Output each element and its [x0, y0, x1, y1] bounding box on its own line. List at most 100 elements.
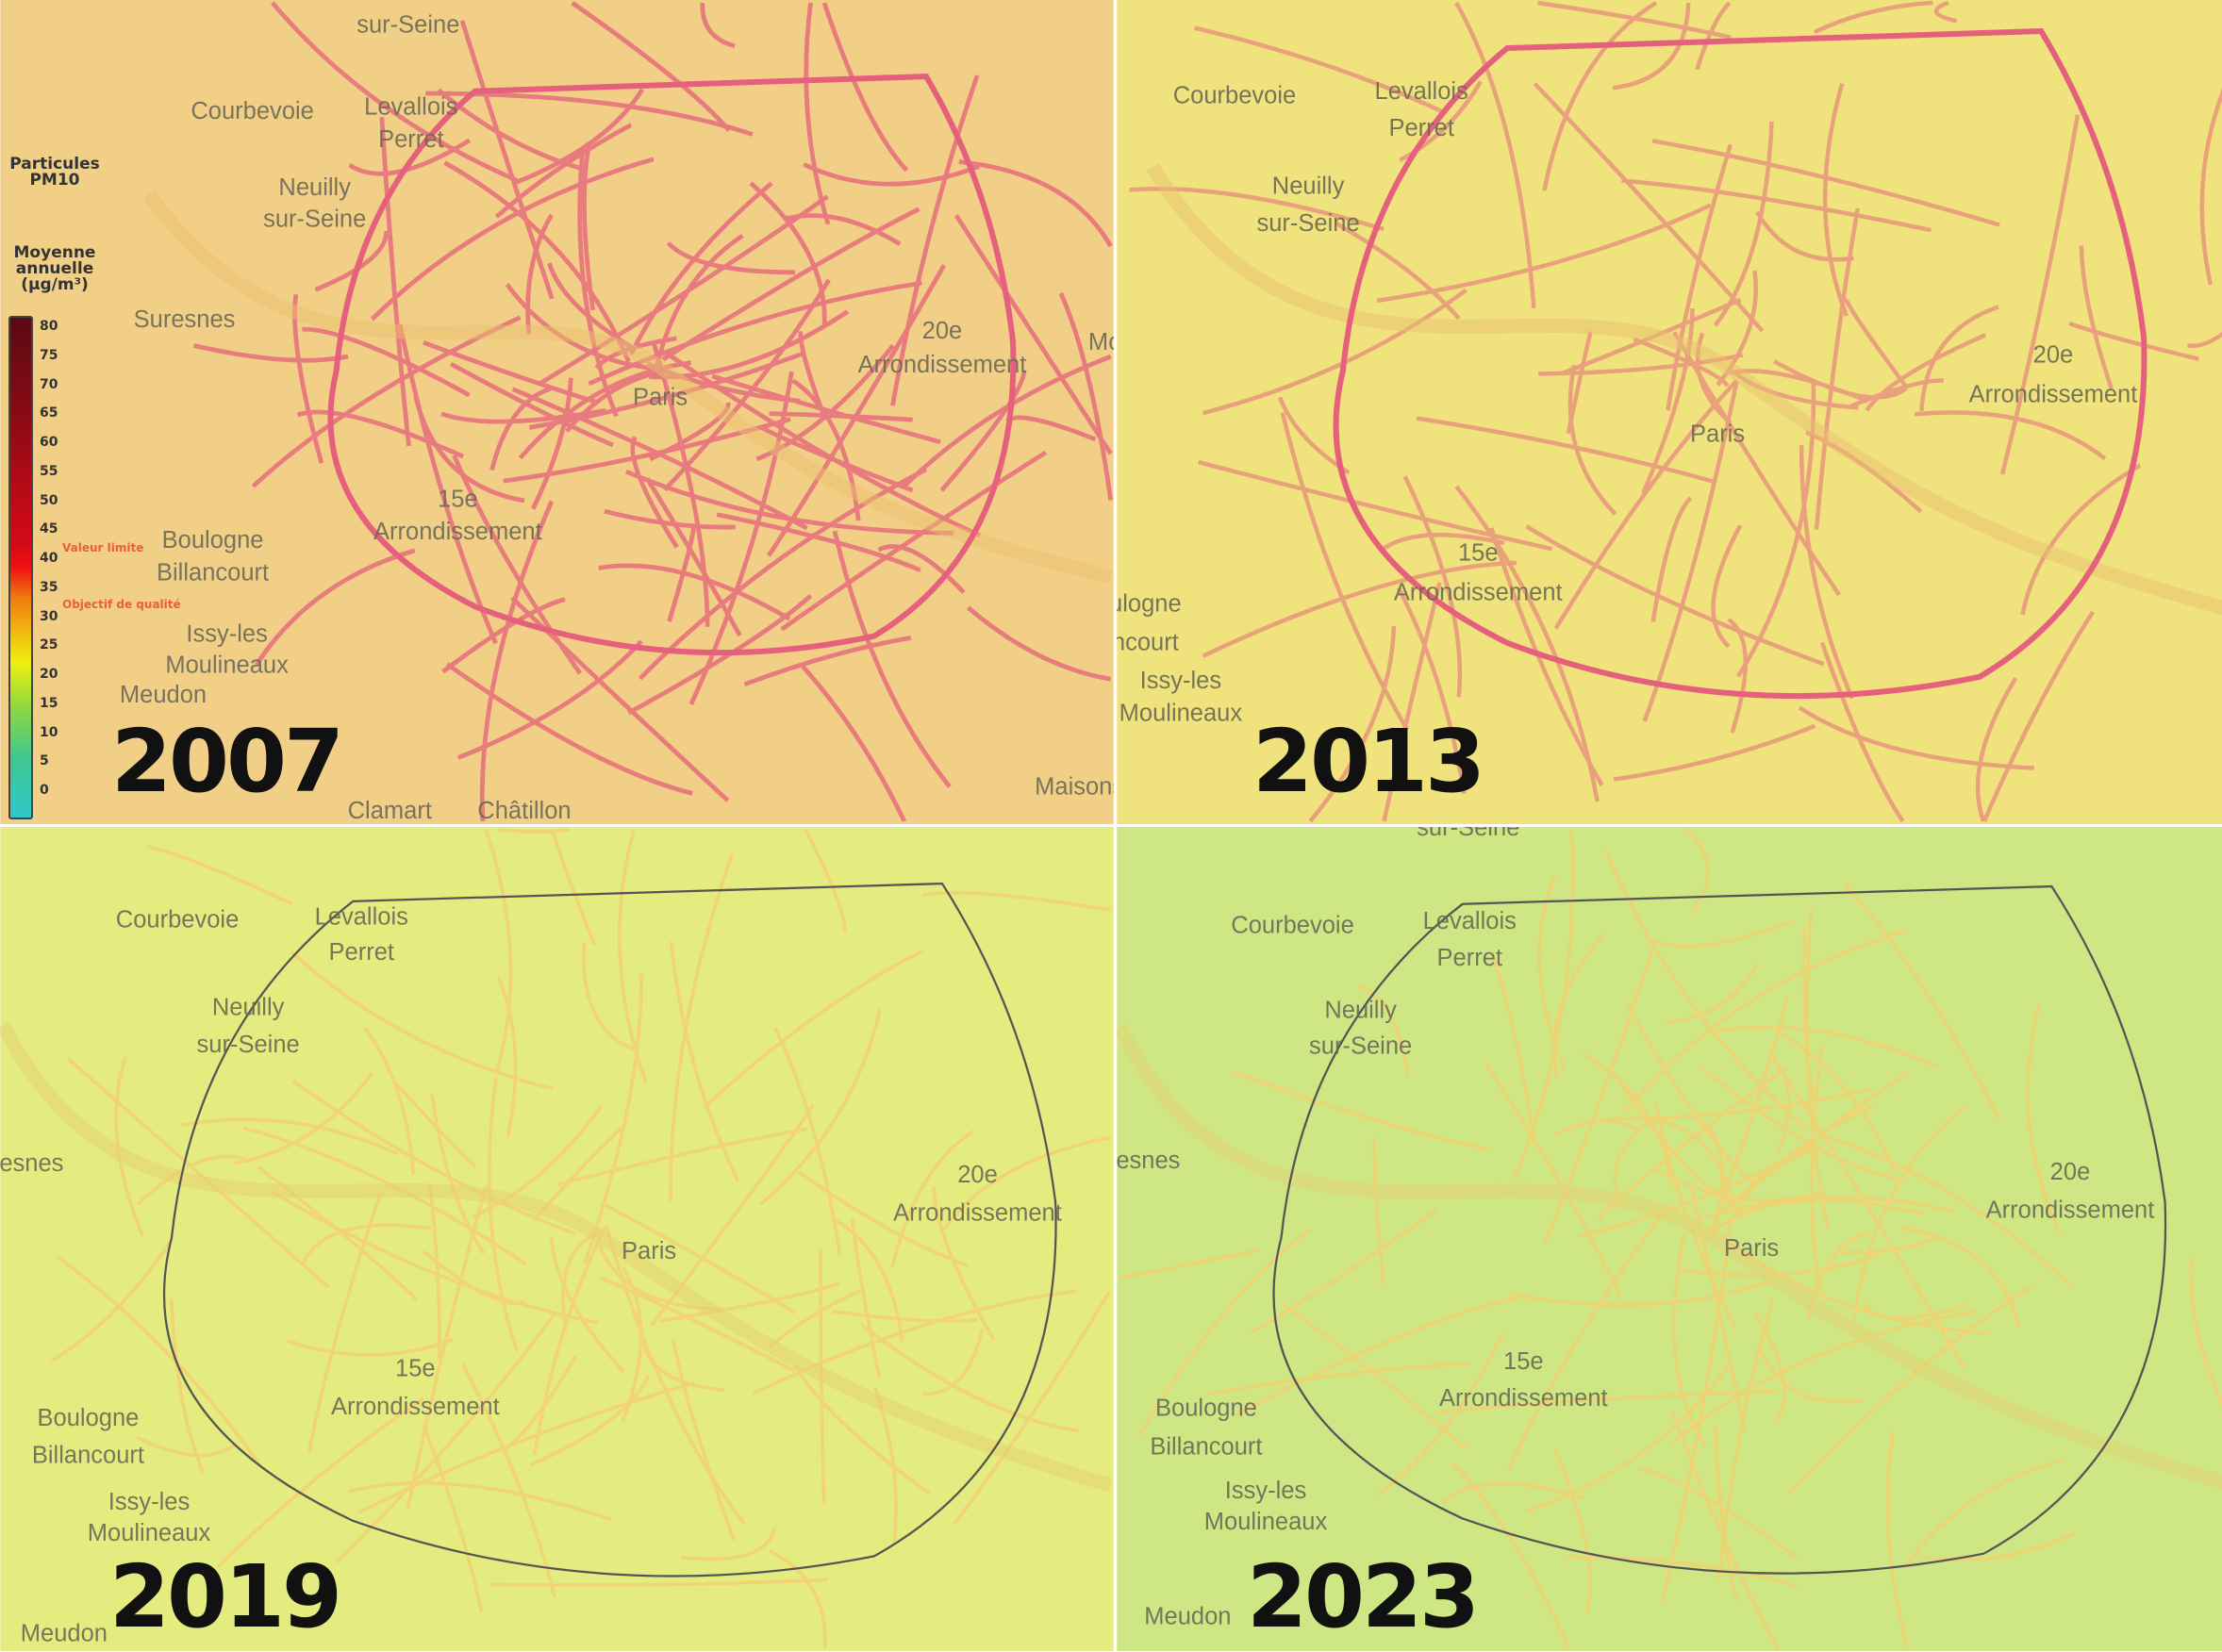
- road: [1633, 337, 1730, 388]
- road: [890, 74, 980, 406]
- road: [242, 1126, 528, 1266]
- pm10-map-2013: Courbevoie Levallois Perret Neuilly sur-Sein…: [1117, 0, 2222, 824]
- road: [792, 1363, 931, 1495]
- legend-tick: 60: [40, 435, 58, 450]
- road: [1975, 677, 2018, 822]
- place-label: Arrondissement: [373, 519, 542, 545]
- road: [1202, 560, 1517, 658]
- road: [286, 1337, 455, 1357]
- place-label: Meudon: [21, 1620, 108, 1646]
- place-label: 20e: [2033, 341, 2074, 368]
- place-label: Neuilly: [278, 174, 351, 201]
- road: [1755, 210, 1855, 262]
- place-label: sur-Seine: [1256, 210, 1359, 237]
- road-network: [51, 828, 1112, 1649]
- place-label: Arrondissement: [1969, 381, 2138, 407]
- road: [296, 409, 465, 459]
- legend-tick: 35: [40, 579, 58, 595]
- place-label: Paris: [1690, 421, 1745, 448]
- road: [1280, 412, 1410, 731]
- legend-color-scale: [8, 316, 33, 819]
- road: [1813, 0, 1933, 35]
- legend-limit-label: Valeur limite: [62, 541, 144, 554]
- road: [291, 1079, 577, 1236]
- road: [484, 829, 513, 1072]
- place-label: Boulogne: [38, 1405, 140, 1431]
- road: [1708, 1025, 1939, 1069]
- road: [688, 371, 794, 706]
- road: [370, 157, 655, 322]
- place-label: 20e: [922, 318, 963, 344]
- road: [801, 665, 907, 823]
- road: [1561, 297, 1742, 376]
- place-label: Levallois: [364, 94, 457, 121]
- place-label: Billancourt: [1150, 1433, 1262, 1460]
- road: [831, 1216, 904, 1342]
- road: [1670, 1411, 1780, 1649]
- road: [1776, 1029, 1897, 1174]
- place-label: 15e: [395, 1356, 436, 1382]
- road: [449, 361, 614, 448]
- legend-tick: 20: [40, 667, 58, 682]
- seine-river: [0, 1021, 1113, 1493]
- road: [772, 1027, 842, 1256]
- place-label: sur-Seine: [1417, 827, 1519, 841]
- place-label: Neuilly: [1324, 998, 1397, 1024]
- road: [767, 264, 947, 557]
- road: [716, 512, 921, 573]
- road: [1281, 1302, 1468, 1451]
- road: [1490, 953, 1536, 1144]
- road: [1650, 496, 1693, 622]
- road: [302, 326, 471, 398]
- road: [630, 436, 679, 549]
- road: [804, 829, 847, 933]
- road: [510, 596, 730, 802]
- place-label: Paris: [633, 384, 688, 410]
- legend-tick: 55: [40, 463, 58, 479]
- road: [1402, 475, 1463, 698]
- road: [939, 370, 1027, 492]
- road: [1843, 882, 2001, 1120]
- road: [271, 1, 518, 183]
- road: [1542, 1, 1658, 191]
- road: [348, 138, 472, 176]
- legend-tick: 10: [40, 724, 58, 740]
- road: [667, 523, 697, 622]
- year-label: 2007: [111, 711, 344, 812]
- pm10-map-2007: sur-Seine Courbevoie Levallois Perret Neuill…: [0, 0, 1114, 824]
- road: [1715, 1198, 1924, 1231]
- road: [932, 1185, 996, 1342]
- road: [760, 425, 914, 493]
- road: [530, 377, 573, 510]
- place-label: sur-Seine: [197, 1032, 300, 1058]
- road: [390, 1078, 477, 1169]
- road: [443, 160, 631, 363]
- road: [1660, 1245, 1730, 1603]
- road: [56, 1254, 262, 1467]
- legend-tick: 50: [40, 492, 58, 508]
- road: [1454, 1, 1536, 309]
- place-label: Châtillon: [477, 798, 571, 824]
- road: [625, 469, 954, 536]
- road: [1698, 1064, 1900, 1181]
- road: [233, 1071, 374, 1165]
- road: [1814, 207, 1860, 530]
- road: [1689, 1186, 1747, 1431]
- place-label: Arrondissement: [331, 1394, 500, 1420]
- road: [605, 1225, 746, 1525]
- paris-boundary: [1272, 884, 2167, 1575]
- road: [832, 1309, 979, 1324]
- road: [599, 1276, 796, 1373]
- road: [1724, 1144, 1826, 1239]
- road: [1786, 1284, 2033, 1496]
- road: [1822, 82, 1849, 317]
- road: [711, 373, 941, 445]
- road: [1821, 1133, 2072, 1287]
- place-label: sur-Seine: [357, 12, 459, 39]
- road: [821, 2, 909, 173]
- road: [877, 544, 966, 595]
- road: [216, 1397, 424, 1569]
- road: [700, 2, 736, 49]
- place-label: Courbevoie: [1173, 83, 1296, 109]
- road: [1639, 1467, 1799, 1560]
